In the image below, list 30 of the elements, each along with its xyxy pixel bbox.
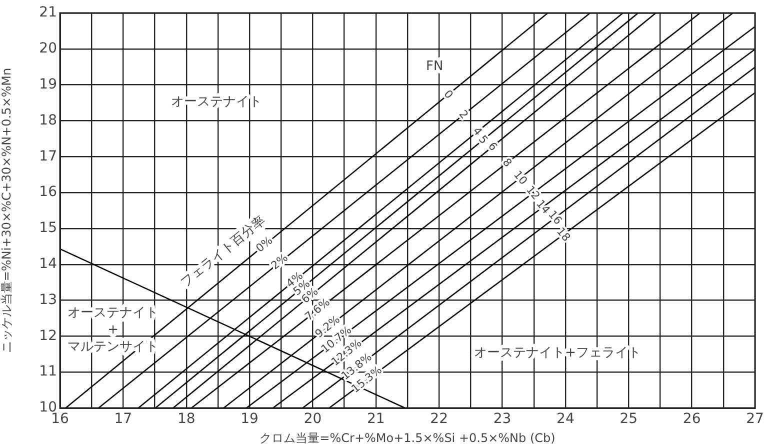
y-tick-label: 19 [39,76,57,92]
y-axis-title: ニッケル当量=%Ni+30×%C+30×%N+0.5×%Mn [0,68,14,354]
annotation: 18 [554,224,573,244]
annotation: 2 [456,108,471,122]
annotation: 6 [485,140,500,154]
y-tick-label: 17 [39,148,57,164]
x-tick-label: 19 [240,411,258,428]
x-tick-label: 20 [304,411,322,428]
y-tick-label: 18 [39,112,57,128]
x-tick-label: 25 [620,411,638,428]
y-tick-label: 20 [39,40,57,57]
x-tick-label: 17 [114,411,132,428]
annotation: 8 [500,156,514,170]
x-tick-label: 18 [177,411,196,428]
x-tick-label: 22 [430,411,448,428]
x-tick-label: 21 [366,411,385,428]
annotation: 0 [441,88,456,102]
x-tick-label: 27 [746,411,764,428]
x-tick-label: 23 [493,411,512,428]
y-tick-label: 12 [39,328,57,344]
x-tick-label: 24 [556,411,574,428]
y-tick-label: 11 [39,364,57,380]
y-tick-label: 15 [39,220,57,236]
x-axis-title: クロム当量=%Cr+%Mo+1.5×%Si +0.5×%Nb (Cb) [260,430,556,445]
x-tick-label: 16 [51,411,69,428]
y-tick-label: 21 [39,4,57,21]
y-tick-label: 13 [39,292,57,308]
y-tick-label: 14 [39,256,58,272]
y-tick-label: 16 [39,184,58,200]
x-tick-label: 26 [682,411,701,428]
